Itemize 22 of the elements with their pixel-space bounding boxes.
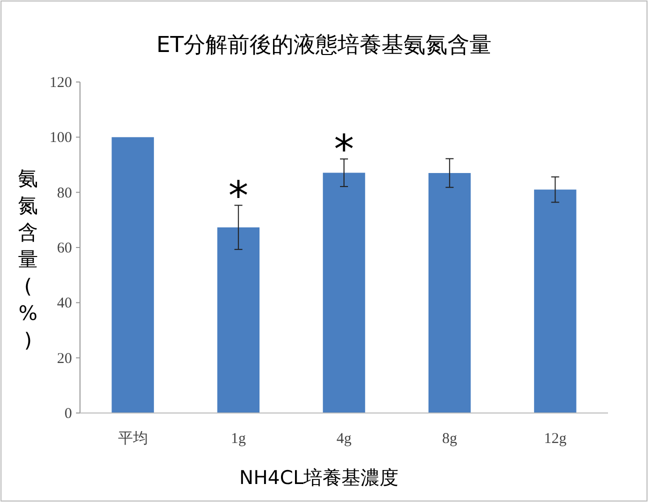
y-tick-label: 0 [64,406,72,422]
y-tick-label: 40 [57,296,72,312]
y-tick-label: 20 [57,350,72,367]
bar [428,173,471,413]
bar [112,137,154,413]
bar [322,172,366,413]
x-tick-label: 4g [336,431,352,447]
bar [534,190,576,413]
y-axis-title: 氨氮含量(%) [18,166,38,352]
y-tick-label: 120 [50,75,72,91]
x-axis-title: NH4CL培養基濃度 [239,467,399,489]
x-tick-label: 8g [442,431,458,447]
y-tick-label: 80 [57,185,72,202]
x-tick-label: 12g [544,431,567,447]
bar [217,227,260,413]
chart-title: ET分解前後的液態培養基氨氮含量 [156,33,492,58]
annotation: * [334,126,354,173]
x-tick-label: 1g [230,431,246,447]
y-tick-label: 60 [57,240,72,256]
annotation: * [228,173,248,220]
x-tick-label: 平均 [118,430,148,447]
y-tick-label: 100 [50,130,72,146]
